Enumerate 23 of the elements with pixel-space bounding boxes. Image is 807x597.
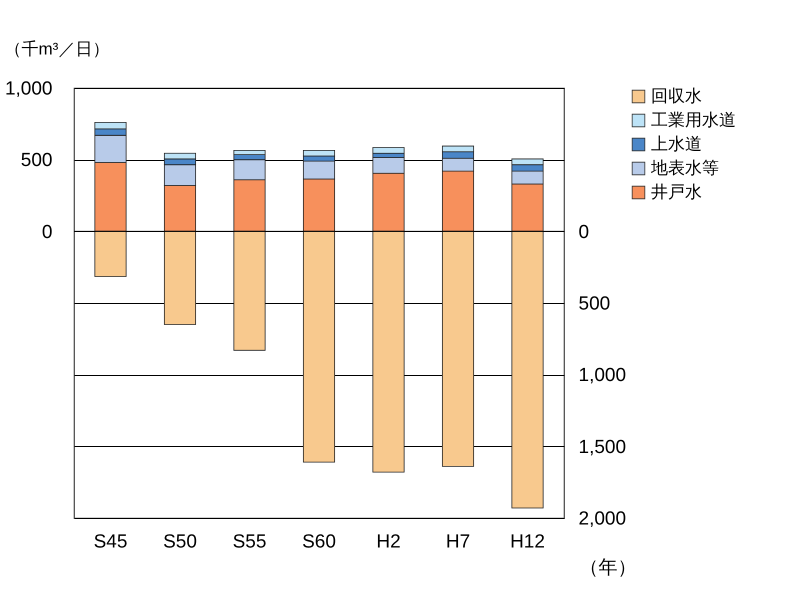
y2-tick-label: 500 <box>578 294 610 314</box>
x-tick-label: S55 <box>232 532 266 552</box>
x-tick-label: H7 <box>446 532 470 552</box>
x-tick-label: S50 <box>163 532 197 552</box>
x-tick-label: S45 <box>94 532 128 552</box>
legend-label: 上水道 <box>651 134 702 154</box>
legend-label: 工業用水道 <box>651 110 736 130</box>
y-tick-label: 1,000 <box>4 78 52 100</box>
y-tick-label: 0 <box>42 222 52 243</box>
bar <box>372 147 405 154</box>
y-axis-title: （千m³／日） <box>4 40 110 58</box>
legend-label: 地表水等 <box>650 158 719 178</box>
y2-tick-label: 0 <box>578 222 590 243</box>
y2-tick-label: 1,500 <box>578 436 626 458</box>
x-tick-label: H12 <box>510 532 545 552</box>
x-tick-label: S60 <box>302 532 336 552</box>
legend-label: 井戸水 <box>651 182 702 202</box>
x-tick-label: H2 <box>376 532 401 552</box>
y2-tick-label: 2,000 <box>578 508 626 530</box>
x-axis-title: （年） <box>580 558 636 578</box>
y2-tick-label: 1,000 <box>578 365 626 386</box>
y-tick-label: 500 <box>20 150 52 172</box>
legend-label: 回収水 <box>651 86 702 106</box>
